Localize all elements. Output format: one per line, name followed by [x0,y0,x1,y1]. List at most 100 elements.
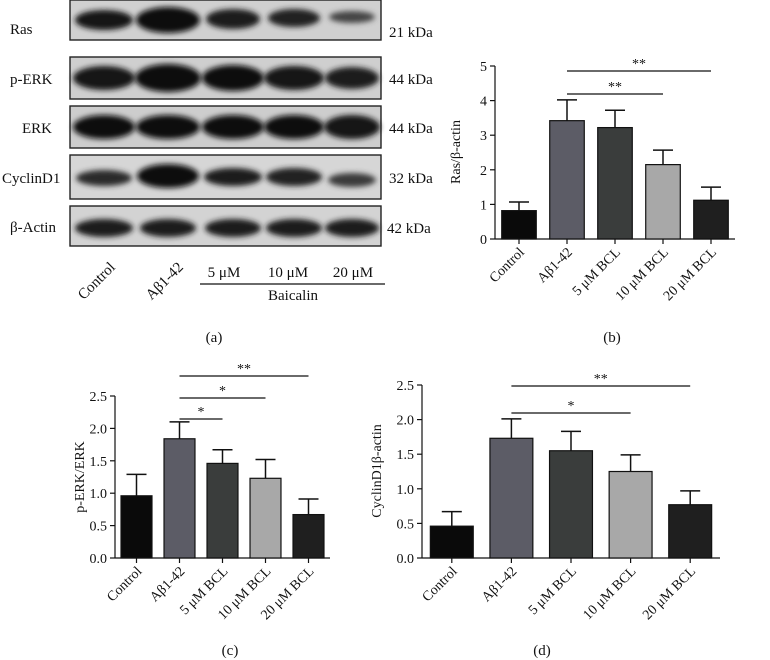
blot-band [135,64,201,92]
chart-panel-p-erk: 0.0 0.5 1.0 1.5 2.0 2.5 p-ERK/ERK Control Aβ1-42… [73,362,330,659]
blot-row-erk: ERK 44 kDa [22,105,433,149]
blot-band [268,9,320,27]
bar [501,210,537,240]
chart-panel-cyclind1: 0.0 0.5 1.0 1.5 2.0 2.5 CyclinD1β-actin Control… [370,372,720,659]
significance-label: * [568,399,575,414]
blot-band [325,67,379,89]
blot-band [266,219,322,237]
blot-band [202,65,264,91]
blot-band [206,9,260,29]
y-tick-label: 0.5 [397,517,415,532]
y-axis-label: p-ERK/ERK [73,441,88,513]
y-tick-label: 0.0 [397,552,415,567]
blot-band [325,219,379,237]
blot-row-ras: Ras 21 kDa [10,0,433,41]
blot-band [205,219,261,237]
y-tick-label: 1 [480,198,487,213]
blot-band [76,170,132,186]
blot-band [137,164,199,188]
y-tick-label: 2 [480,164,487,179]
y-tick-label: 2.0 [90,422,108,437]
x-tick-label: Aβ1-42 [479,564,520,605]
y-tick-label: 0.0 [90,552,108,567]
bar [549,120,585,240]
y-tick-label: 2.5 [90,390,108,405]
bar [693,199,729,240]
y-tick-label: 0.5 [90,520,108,535]
bar [292,513,325,559]
blot-row-label: Ras [10,22,33,38]
blot-band [328,173,376,187]
x-tick-label: Aβ1-42 [147,564,188,605]
blot-row-label: CyclinD1 [2,171,60,187]
bar [645,164,681,240]
y-tick-label: 1.0 [397,483,415,498]
y-tick-label: 4 [480,95,487,110]
western-blot-panel: Ras 21 kDa p-ERK 44 kDa ERK 44 kDa [2,0,433,346]
bar [608,470,653,559]
bar [597,126,633,240]
lane-label: Aβ1-42 [143,260,187,304]
significance-label: ** [632,57,646,72]
blot-band [264,66,324,90]
y-tick-label: 1.0 [90,487,108,502]
blot-band [204,168,262,186]
lane-label: 5 μM [208,265,241,281]
panel-label: (d) [533,643,551,659]
blot-row-size: 32 kDa [389,171,433,187]
bar [668,504,713,559]
blot-band [324,115,380,139]
blot-band [266,168,322,186]
bar [120,495,153,559]
lane-label: 20 μM [333,265,373,281]
bar [163,438,196,559]
significance-label: * [219,384,226,399]
y-tick-label: 5 [480,60,487,75]
significance-label: * [198,405,205,420]
blot-band [136,115,200,139]
blot-band [264,115,324,139]
blot-band [75,219,133,237]
bar [429,525,474,559]
significance-label: ** [237,362,251,377]
blot-row-label: ERK [22,121,52,137]
x-tick-label: 10 μM BCL [581,564,640,623]
blot-band [140,219,196,237]
bar [548,450,594,559]
blot-band [75,10,133,30]
bar [249,477,282,559]
blot-band [73,66,135,90]
x-tick-label: 5 μM BCL [526,564,580,618]
blot-row-size: 42 kDa [387,221,431,237]
x-tick-label: Aβ1-42 [535,245,576,286]
blot-row-size: 21 kDa [389,25,433,41]
bar [206,462,239,559]
blot-row-size: 44 kDa [389,121,433,137]
significance-label: ** [608,80,622,95]
y-tick-label: 2.5 [397,379,415,394]
significance-label: ** [594,372,608,387]
y-tick-label: 3 [480,129,487,144]
blot-row-beta-actin: β-Actin 42 kDa [10,205,431,247]
panel-label: (b) [603,330,621,346]
blot-row-p-erk: p-ERK 44 kDa [10,56,433,100]
y-tick-label: 1.5 [397,448,415,463]
y-tick-label: 0 [480,233,487,248]
lane-label: Control [75,260,119,304]
x-tick-label: Control [420,564,461,605]
x-tick-label: 20 μM BCL [640,564,699,623]
baicalin-group-label: Baicalin [268,288,318,304]
blot-band [329,11,375,23]
y-axis-label: Ras/β-actin [449,120,464,184]
lane-label: 10 μM [268,265,308,281]
y-tick-label: 1.5 [90,455,108,470]
y-axis-label: CyclinD1β-actin [370,424,385,517]
blot-row-size: 44 kDa [389,72,433,88]
blot-row-cyclind1: CyclinD1 32 kDa [2,154,433,200]
bar [489,437,534,559]
blot-row-label: β-Actin [10,220,56,236]
blot-row-label: p-ERK [10,72,53,88]
y-tick-label: 2.0 [397,414,415,429]
